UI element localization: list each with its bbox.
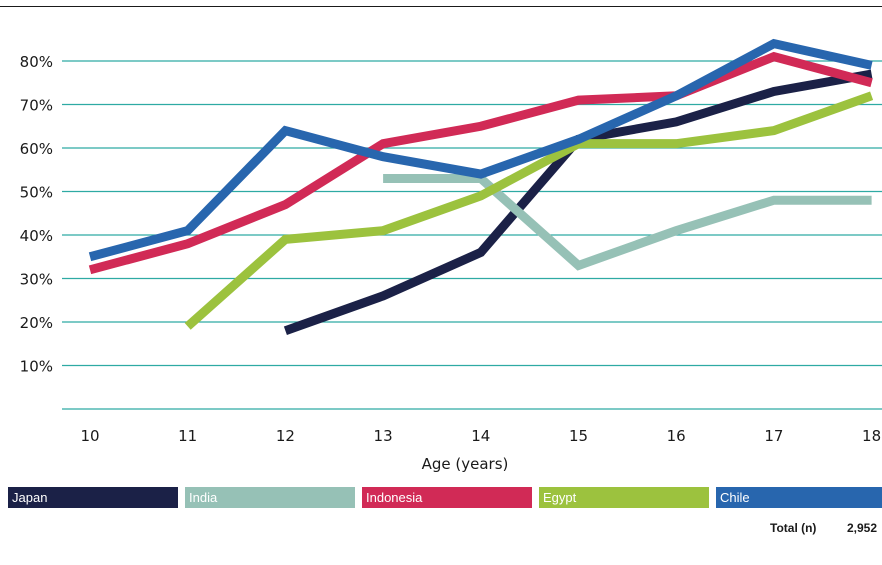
y-tick-label: 40% <box>20 227 53 245</box>
total-count: Total (n) 2,952 <box>770 521 882 537</box>
x-tick-label: 11 <box>178 427 197 445</box>
series-line-chile <box>88 38 873 262</box>
y-tick-label: 60% <box>20 140 53 158</box>
x-tick-label: 13 <box>374 427 393 445</box>
legend-item-japan: Japan <box>8 487 178 508</box>
series-line-indonesia <box>88 51 873 275</box>
x-tick-label: 14 <box>471 427 490 445</box>
legend-item-egypt: Egypt <box>539 487 709 508</box>
legend-item-india: India <box>185 487 355 508</box>
total-value: 2,952 <box>847 521 878 535</box>
x-tick-label: 12 <box>276 427 295 445</box>
line-chart: 10%20%30%40%50%60%70%80% 10 11 12 13 14 15 16 1… <box>20 38 882 473</box>
y-tick-label: 10% <box>20 358 53 376</box>
y-tick-label: 30% <box>20 271 53 289</box>
legend-item-indonesia: Indonesia <box>362 487 532 508</box>
y-tick-label: 80% <box>20 53 53 71</box>
x-tick-label: 16 <box>667 427 686 445</box>
x-tick-label: 17 <box>764 427 783 445</box>
x-tick-label: 18 <box>862 427 881 445</box>
series-line-egypt <box>184 91 874 330</box>
legend-item-chile: Chile <box>716 487 882 508</box>
y-axis-tick-labels: 10% 20% 30% 40% 50% 60% 70% 80% <box>20 53 53 376</box>
top-rule <box>0 6 882 7</box>
y-tick-label: 50% <box>20 184 53 202</box>
series-lines <box>88 38 874 335</box>
y-tick-label: 20% <box>20 314 53 332</box>
total-label: Total (n) <box>770 521 817 535</box>
y-tick-label: 70% <box>20 97 53 115</box>
x-tick-label: 10 <box>80 427 99 445</box>
legend: Japan India Indonesia Egypt Chile <box>8 487 882 508</box>
x-tick-label: 15 <box>569 427 588 445</box>
series-line-india <box>383 173 872 271</box>
x-axis-title: Age (years) <box>422 455 509 473</box>
x-axis-tick-labels: 10 11 12 13 14 15 16 17 18 <box>80 427 881 445</box>
